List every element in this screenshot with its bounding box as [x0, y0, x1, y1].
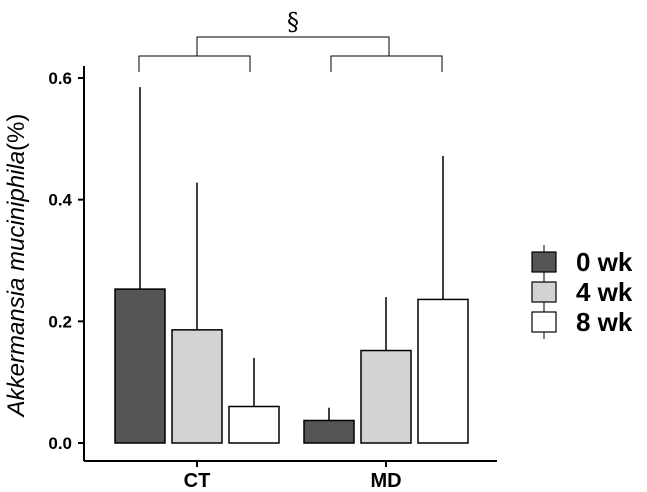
bar-md-0wk [303, 419, 355, 444]
bar-ct-8wk [228, 405, 280, 444]
x-axis-ticks: CT MD [184, 461, 402, 492]
y-axis-label-italic: Akkermansia muciniphila [3, 151, 30, 418]
legend-label: 8 wk [576, 307, 633, 337]
bar-md-8wk [417, 298, 469, 444]
significance-brackets [138, 36, 443, 72]
y-axis-label-unit: (%) [3, 114, 30, 151]
axes [83, 66, 497, 462]
bars [114, 288, 469, 444]
bar-md-4wk [360, 349, 412, 444]
bracket-top [196, 36, 390, 56]
x-tick-label-ct: CT [184, 470, 211, 492]
legend-swatch-4wk [531, 281, 557, 303]
error-bars [139, 87, 444, 421]
legend-label: 0 wk [576, 247, 633, 277]
bracket-left [138, 55, 251, 72]
y-axis-ticks: 0.0 0.2 0.4 0.6 [48, 69, 84, 453]
legend-swatch-0wk [531, 251, 557, 273]
bar-ct-4wk [171, 329, 223, 444]
y-tick-label: 0.0 [48, 434, 72, 453]
y-tick-label: 0.4 [48, 191, 72, 210]
x-tick-label-md: MD [370, 470, 401, 492]
legend-label: 4 wk [576, 277, 633, 307]
bar-ct-0wk [114, 288, 166, 444]
significance-marker: § [287, 8, 299, 36]
legend: 0 wk4 wk8 wk [531, 245, 633, 339]
y-axis-label: Akkermansia muciniphila(%) [3, 114, 30, 419]
bracket-right [330, 55, 443, 72]
legend-swatch-8wk [531, 311, 557, 333]
y-tick-label: 0.6 [48, 69, 72, 88]
y-tick-label: 0.2 [48, 312, 72, 331]
